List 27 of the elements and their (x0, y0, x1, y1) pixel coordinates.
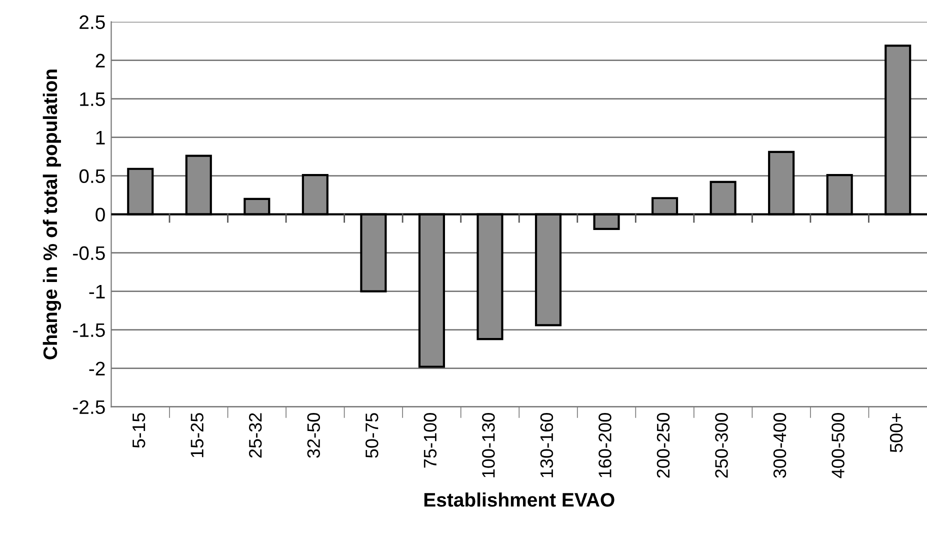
x-tick-label: 300-400 (773, 413, 786, 478)
x-tick-label: 75-100 (424, 413, 437, 468)
x-tick-label: 130-160 (540, 413, 554, 478)
x-tick-label: 5-15 (132, 413, 146, 448)
x-tick-label: 100-130 (482, 413, 495, 478)
y-tick-label: -1 (89, 284, 105, 298)
y-tick-label: -2 (89, 362, 105, 376)
y-tick-label: 1.5 (80, 92, 105, 106)
y-tick-label: -0.5 (73, 246, 105, 260)
y-tick-label: 1 (96, 130, 105, 144)
x-tick-label: 200-250 (656, 413, 670, 478)
x-tick-label: 15-25 (190, 413, 204, 458)
y-tick-label: 2.5 (80, 15, 105, 30)
x-tick-label: 400-500 (832, 413, 844, 478)
x-axis-title: Establishment EVAO (424, 492, 614, 507)
x-tick-label: 250-300 (715, 413, 728, 478)
y-tick-label: -1.5 (73, 323, 105, 338)
x-tick-label: 160-200 (598, 413, 612, 478)
x-tick-label: 50-75 (366, 413, 378, 458)
x-tick-label: 500+ (890, 413, 903, 452)
y-tick-label: 2 (96, 54, 105, 68)
y-tick-label: 0.5 (79, 169, 105, 184)
y-tick-label: -2.5 (73, 400, 105, 414)
y-tick-label: 0 (96, 208, 105, 222)
x-tick-label: 32-50 (307, 413, 320, 458)
x-tick-label: 25-32 (248, 413, 262, 458)
y-axis-title: Change in % of total population (42, 70, 62, 360)
